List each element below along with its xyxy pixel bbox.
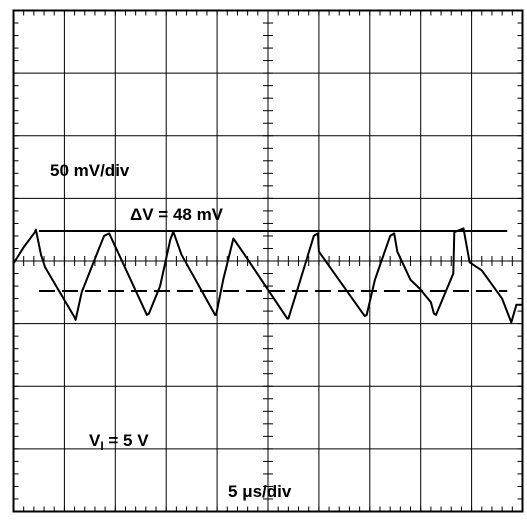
delta-v-value: 48 mV <box>173 205 224 224</box>
reference-lines <box>38 229 508 293</box>
time-scale-number: 5 <box>228 482 242 501</box>
delta-v-label: ΔV = 48 mV <box>130 205 224 224</box>
ripple-trace <box>12 227 523 324</box>
graticule-ticks <box>13 10 523 512</box>
vertical-scale-label: 50 mV/div <box>50 161 130 180</box>
time-scale-unit: s/div <box>253 482 292 501</box>
input-voltage-symbol: V <box>89 431 101 450</box>
input-voltage-label: VI = 5 V <box>89 431 149 453</box>
input-voltage-value: = 5 V <box>104 431 150 450</box>
time-scale-mu: μ <box>242 482 252 501</box>
delta-v-prefix: ΔV = <box>130 205 173 224</box>
input-voltage-subscript: I <box>100 439 103 453</box>
time-scale-label: 5 μs/div <box>228 482 292 501</box>
